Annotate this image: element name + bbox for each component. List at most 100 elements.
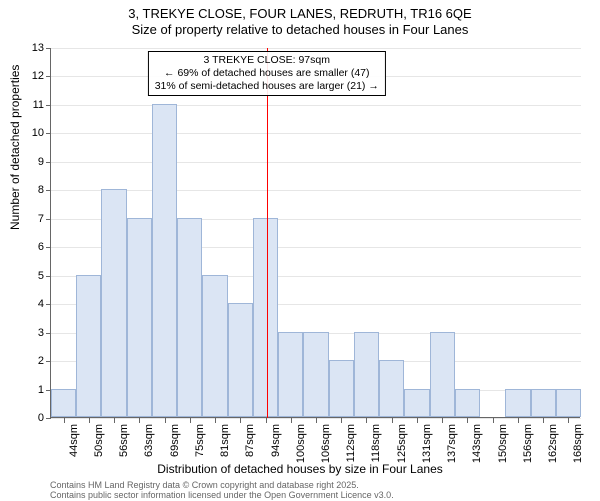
xtick-label: 69sqm	[169, 424, 181, 457]
xtick-mark	[392, 418, 393, 423]
xtick-label: 63sqm	[143, 424, 155, 457]
xtick-label: 56sqm	[118, 424, 130, 457]
annotation-line: 3 TREKYE CLOSE: 97sqm	[155, 54, 379, 67]
gridline-h	[51, 162, 581, 163]
ytick-label: 0	[26, 412, 44, 424]
xtick-label: 50sqm	[93, 424, 105, 457]
histogram-bar	[177, 218, 202, 417]
xtick-mark	[518, 418, 519, 423]
xtick-mark	[240, 418, 241, 423]
xtick-mark	[266, 418, 267, 423]
ytick-mark	[46, 361, 51, 362]
ytick-mark	[46, 162, 51, 163]
histogram-bar	[303, 332, 328, 417]
xtick-mark	[543, 418, 544, 423]
ytick-mark	[46, 247, 51, 248]
ytick-label: 4	[26, 298, 44, 310]
histogram-bar	[354, 332, 379, 417]
histogram-bar	[505, 389, 530, 417]
ytick-mark	[46, 276, 51, 277]
ytick-label: 6	[26, 241, 44, 253]
ytick-mark	[46, 219, 51, 220]
annotation-line: 31% of semi-detached houses are larger (…	[155, 80, 379, 93]
xtick-label: 143sqm	[471, 424, 483, 463]
gridline-h	[51, 190, 581, 191]
plot-region: 01234567891011121344sqm50sqm56sqm63sqm69…	[50, 48, 580, 418]
ytick-mark	[46, 105, 51, 106]
xtick-label: 137sqm	[446, 424, 458, 463]
x-axis-label: Distribution of detached houses by size …	[0, 462, 600, 476]
histogram-bar	[202, 275, 227, 417]
xtick-mark	[291, 418, 292, 423]
histogram-bar	[228, 303, 253, 417]
ytick-label: 5	[26, 270, 44, 282]
y-axis-label: Number of detached properties	[8, 65, 22, 230]
title-main: 3, TREKYE CLOSE, FOUR LANES, REDRUTH, TR…	[0, 6, 600, 22]
ytick-label: 3	[26, 327, 44, 339]
ytick-mark	[46, 190, 51, 191]
ytick-mark	[46, 333, 51, 334]
ytick-mark	[46, 418, 51, 419]
ytick-label: 1	[26, 384, 44, 396]
ytick-label: 7	[26, 213, 44, 225]
xtick-label: 168sqm	[572, 424, 584, 463]
histogram-bar	[455, 389, 480, 417]
xtick-label: 94sqm	[270, 424, 282, 457]
xtick-mark	[467, 418, 468, 423]
histogram-bar	[556, 389, 581, 417]
histogram-bar	[101, 189, 126, 417]
ytick-mark	[46, 76, 51, 77]
xtick-label: 75sqm	[194, 424, 206, 457]
xtick-mark	[442, 418, 443, 423]
footer-line1: Contains HM Land Registry data © Crown c…	[50, 480, 394, 490]
ytick-label: 13	[26, 42, 44, 54]
ytick-mark	[46, 48, 51, 49]
histogram-bar	[152, 104, 177, 417]
title-block: 3, TREKYE CLOSE, FOUR LANES, REDRUTH, TR…	[0, 0, 600, 39]
title-sub: Size of property relative to detached ho…	[0, 22, 600, 38]
chart-container: 3, TREKYE CLOSE, FOUR LANES, REDRUTH, TR…	[0, 0, 600, 500]
ytick-label: 2	[26, 355, 44, 367]
chart-area: 01234567891011121344sqm50sqm56sqm63sqm69…	[50, 48, 580, 418]
footer-line2: Contains public sector information licen…	[50, 490, 394, 500]
xtick-mark	[341, 418, 342, 423]
ytick-label: 12	[26, 70, 44, 82]
xtick-label: 150sqm	[497, 424, 509, 463]
xtick-mark	[190, 418, 191, 423]
xtick-label: 100sqm	[295, 424, 307, 463]
ytick-label: 11	[26, 99, 44, 111]
histogram-bar	[253, 218, 278, 417]
histogram-bar	[76, 275, 101, 417]
xtick-mark	[366, 418, 367, 423]
xtick-mark	[215, 418, 216, 423]
xtick-label: 162sqm	[547, 424, 559, 463]
histogram-bar	[329, 360, 354, 417]
histogram-bar	[379, 360, 404, 417]
footer-attribution: Contains HM Land Registry data © Crown c…	[50, 480, 394, 501]
xtick-label: 81sqm	[219, 424, 231, 457]
histogram-bar	[127, 218, 152, 417]
xtick-label: 87sqm	[244, 424, 256, 457]
xtick-mark	[417, 418, 418, 423]
histogram-bar	[430, 332, 455, 417]
gridline-h	[51, 105, 581, 106]
xtick-label: 131sqm	[421, 424, 433, 463]
xtick-mark	[493, 418, 494, 423]
xtick-mark	[89, 418, 90, 423]
xtick-mark	[165, 418, 166, 423]
xtick-label: 106sqm	[320, 424, 332, 463]
reference-line	[267, 48, 268, 418]
ytick-label: 10	[26, 127, 44, 139]
annotation-line: ← 69% of detached houses are smaller (47…	[155, 67, 379, 80]
xtick-label: 156sqm	[522, 424, 534, 463]
histogram-bar	[51, 389, 76, 417]
gridline-h	[51, 48, 581, 49]
histogram-bar	[404, 389, 429, 417]
ytick-label: 8	[26, 184, 44, 196]
histogram-bar	[531, 389, 556, 417]
annotation-box: 3 TREKYE CLOSE: 97sqm← 69% of detached h…	[148, 51, 386, 96]
xtick-mark	[568, 418, 569, 423]
xtick-label: 112sqm	[345, 424, 357, 462]
gridline-h	[51, 133, 581, 134]
ytick-label: 9	[26, 156, 44, 168]
